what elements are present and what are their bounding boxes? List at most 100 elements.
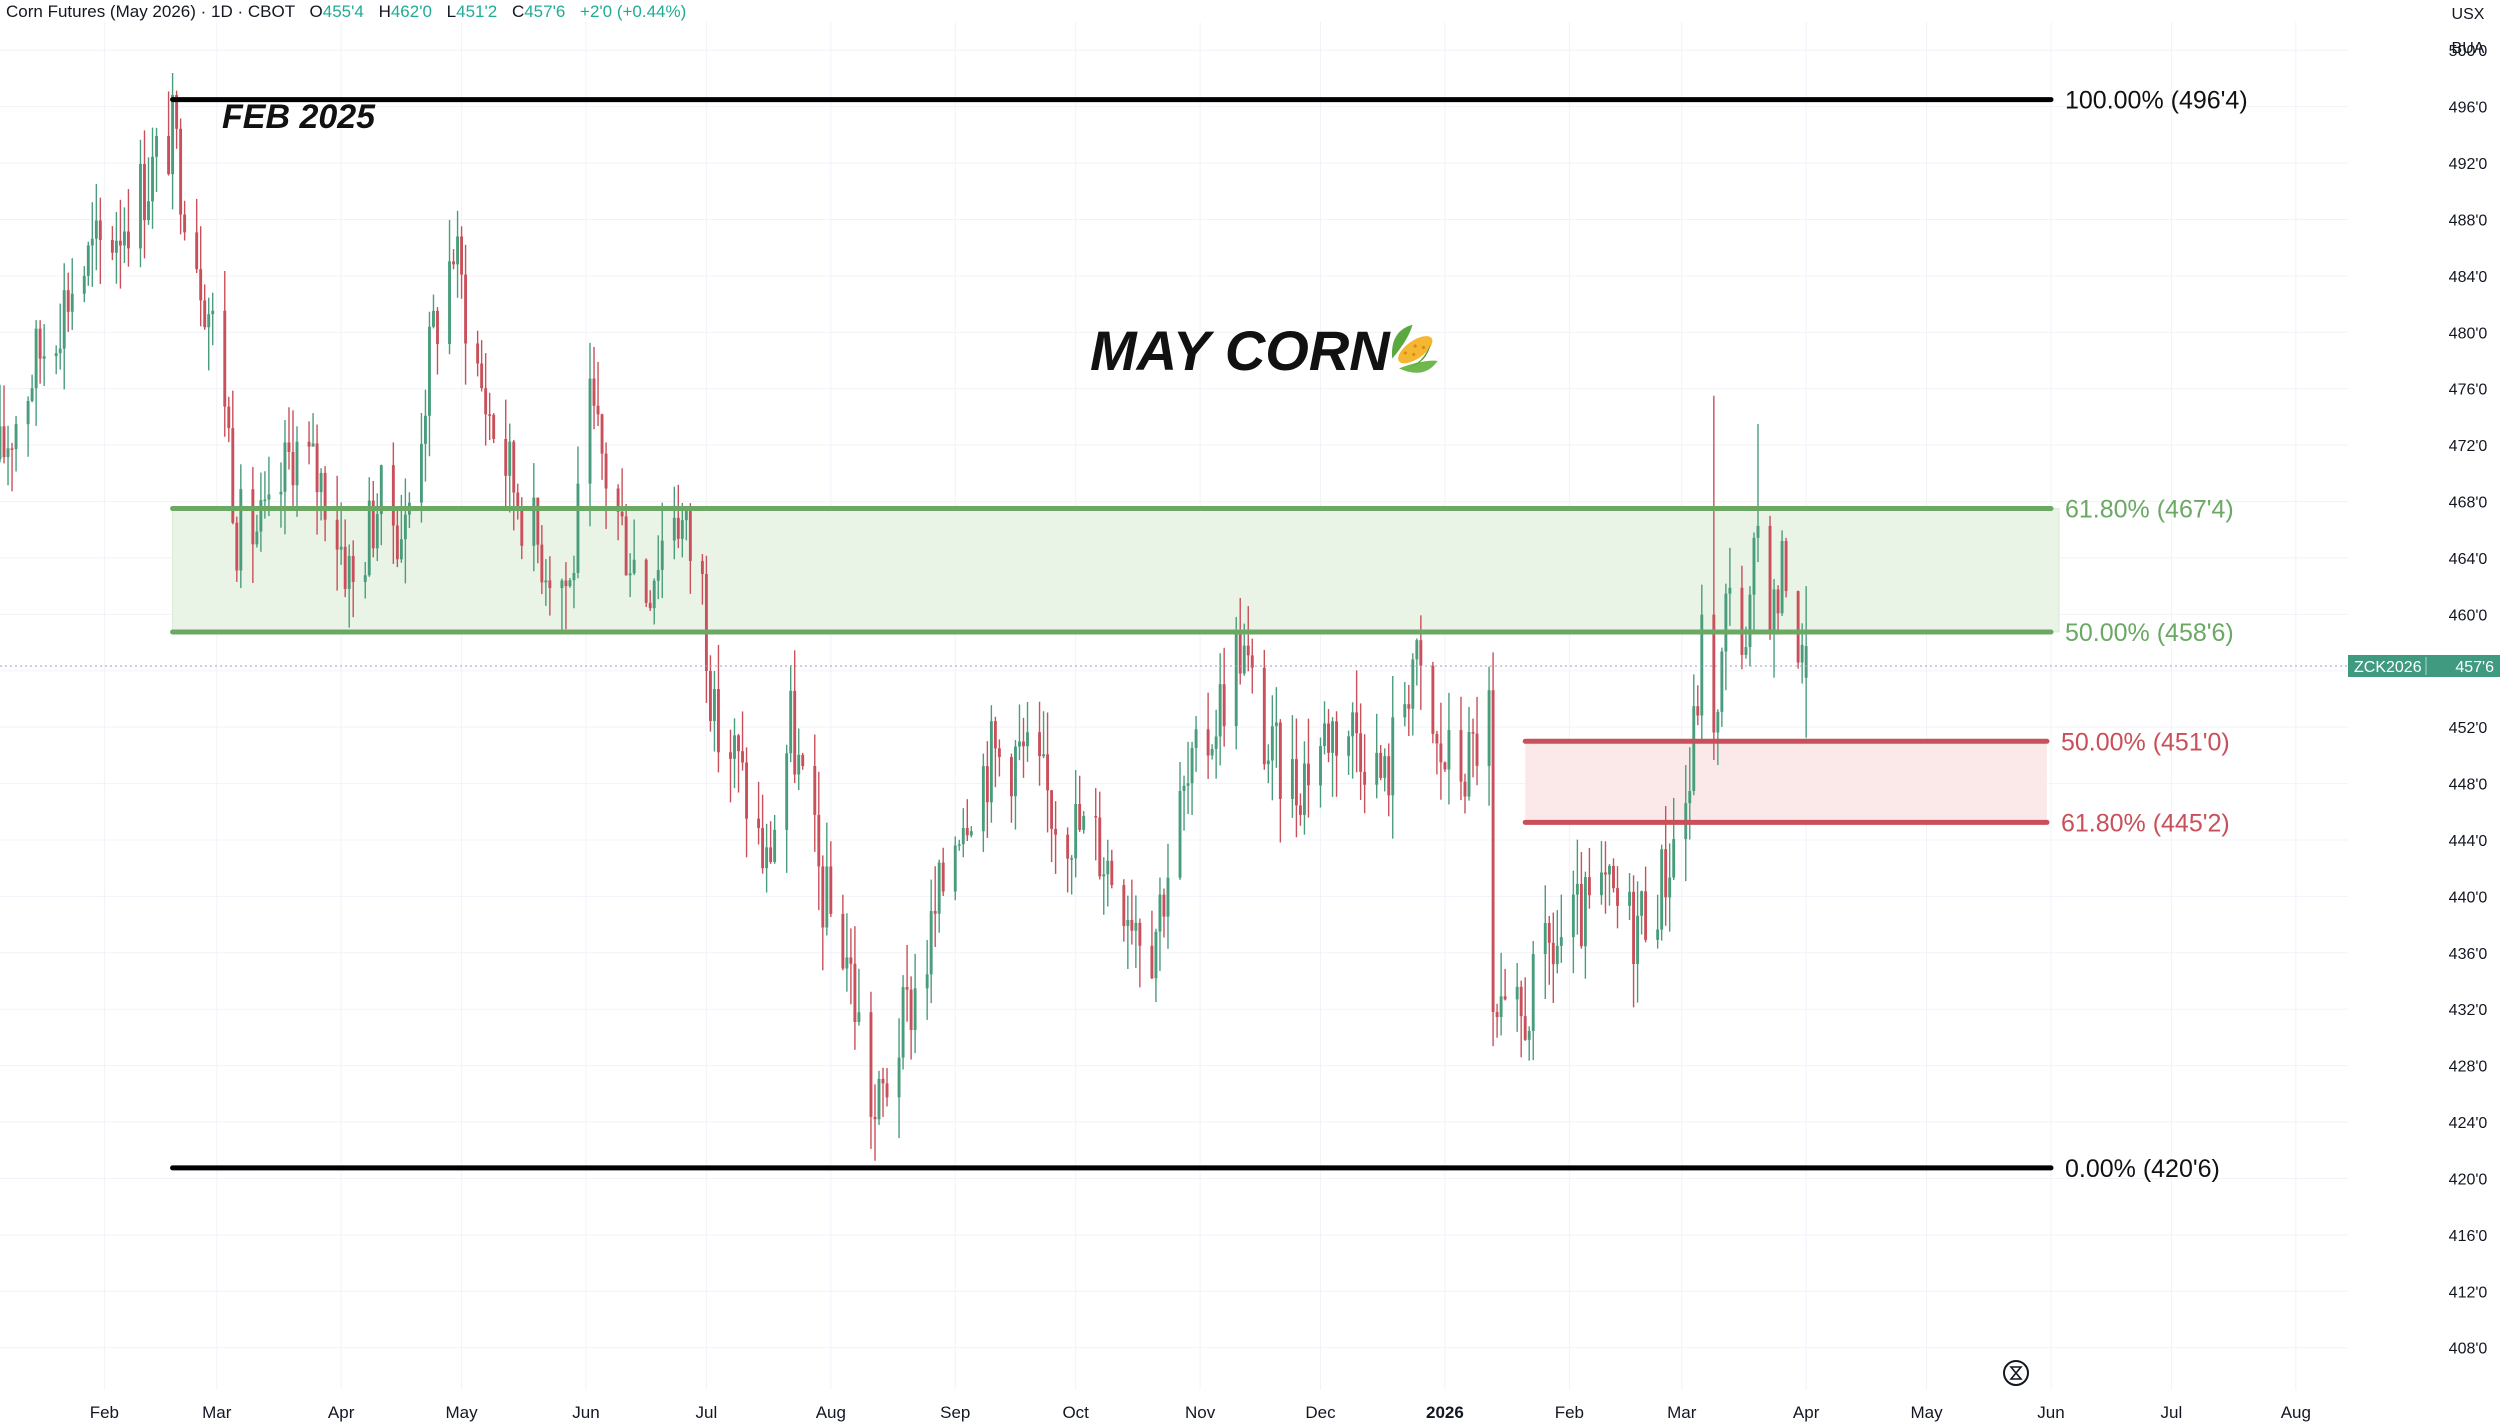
candle-body [1604,872,1607,875]
x-tick-label: Apr [328,1403,355,1422]
candle-body [207,314,211,328]
candle-body [311,443,315,447]
x-tick-label: Aug [2281,1403,2311,1422]
candle-body [1238,633,1242,674]
candle-body [1475,733,1479,766]
candle-body [1660,849,1664,930]
candle-body [424,415,427,444]
candle-body [1772,589,1776,634]
candle-body [267,494,271,500]
candle-body [199,269,203,301]
candle-body [391,465,395,526]
unit-label[interactable]: BUA [2452,40,2485,57]
candle-body [1447,729,1451,770]
candle-body [957,844,961,846]
currency-label[interactable]: USX [2452,6,2485,23]
candle-body [901,987,905,1058]
y-tick-label: 424'0 [2449,1115,2488,1132]
candle-body [993,721,997,749]
candle-body [347,555,351,589]
candle-body [428,326,431,416]
y-tick-label: 416'0 [2449,1228,2488,1245]
candle-body [1262,667,1266,765]
price-axis[interactable]: USX BUA 500'0 496'0 492'0 488'0 484'0 480'0 47… [2449,6,2488,1358]
candle-body [6,448,10,458]
candle-body [1154,931,1158,979]
candle-body [961,827,965,845]
candle-body [1644,891,1648,940]
candle-body [648,602,652,609]
time-axis[interactable]: Feb Mar Apr May Jun Jul Aug Sep Oct Nov Dec 2026 Feb… [90,1403,2311,1422]
symbol-header: Corn Futures (May 2026) · 1D · CBOT O455… [6,2,686,22]
candle-body [82,275,86,294]
candle-body [1274,722,1278,727]
low-value: 451'2 [456,2,498,21]
candle-body [1531,954,1535,1031]
candle-body [1391,717,1395,796]
candle-body [1206,729,1210,756]
candle-body [1054,828,1058,835]
candle-body [684,511,688,521]
candle-body [1266,760,1270,765]
candle-body [1616,888,1619,906]
candle-body [1776,589,1780,614]
candle-body [1379,752,1383,778]
candle-body [432,310,435,327]
candle-body [1628,891,1631,906]
price-badge-value: 457'6 [2455,659,2494,676]
candle-body [363,575,367,582]
candle-body [853,963,857,1023]
candle-body [492,414,496,439]
candle-body [1375,752,1379,785]
candle-body [592,378,596,406]
go-to-realtime-icon[interactable] [2003,1360,2029,1386]
candle-body [58,348,62,354]
y-tick-label: 480'0 [2449,325,2488,342]
candle-body [259,500,263,532]
candle-body [1347,736,1351,756]
low-label: L [446,2,457,21]
corn-icon [1391,324,1438,373]
candle-body [644,559,648,603]
x-tick-label: Feb [90,1403,119,1422]
candle-body [1519,986,1523,1017]
open-value: 455'4 [322,2,364,21]
candle-body [1042,754,1046,757]
open-label: O [309,2,323,21]
candle-body [1094,816,1098,818]
x-tick-label: Aug [816,1403,846,1422]
candle-body [0,426,2,460]
candle-body [263,499,267,502]
x-tick-label: Feb [1555,1403,1584,1422]
candle-body [1158,894,1162,932]
candle-body [965,827,969,836]
candle-body [616,488,620,512]
candle-body [1178,790,1182,878]
high-label: H [378,2,391,21]
candle-body [620,511,624,517]
candle-body [905,987,909,990]
candle-body [1740,587,1744,655]
candle-body [729,752,732,759]
candle-body [532,497,536,546]
candle-body [1046,754,1050,791]
symbol-title[interactable]: Corn Futures (May 2026) · 1D · CBOT [6,2,295,21]
candle-body [436,310,439,345]
candle-body [1700,614,1704,716]
candle-body [1503,996,1507,1000]
x-tick-label: 2026 [1426,1403,1464,1422]
candle-body [379,465,383,515]
candle-body [1327,723,1330,753]
candle-body [1407,704,1411,709]
candle-body [1612,865,1615,889]
candle-body [712,689,716,722]
candle-body [419,443,423,503]
candle-body [941,862,945,892]
candle-body [1050,790,1054,829]
candle-body [126,231,130,249]
price-badge-bg [2348,655,2500,677]
candle-body [821,866,825,928]
candle-body [672,517,676,541]
candle-body [1600,872,1603,896]
